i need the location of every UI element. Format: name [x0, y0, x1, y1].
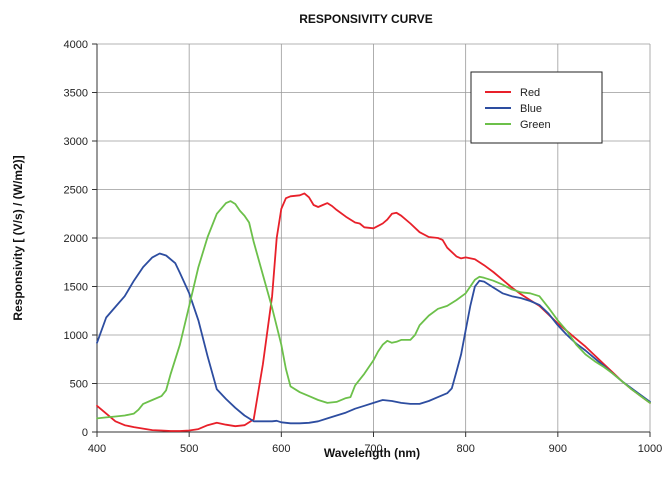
x-tick-label: 800: [456, 443, 474, 455]
y-axis-title: Responsivity [ (V/s) / (W/m2)]: [11, 155, 25, 320]
x-tick-label: 500: [180, 443, 198, 455]
x-axis-title: Wavelength (nm): [324, 446, 420, 460]
x-tick-label: 1000: [638, 443, 662, 455]
chart-title: RESPONSIVITY CURVE: [299, 12, 433, 26]
x-tick-label: 900: [549, 443, 567, 455]
y-tick-label: 1500: [64, 282, 88, 294]
grid: [97, 43, 651, 432]
y-tick-label: 4000: [64, 39, 88, 51]
legend: Red Blue Green: [470, 71, 603, 144]
legend-label-blue: Blue: [520, 103, 542, 115]
y-tick-label: 3500: [64, 88, 88, 100]
series-layer: [96, 192, 651, 432]
legend-label-green: Green: [520, 119, 551, 131]
y-tick-label: 500: [70, 379, 88, 391]
y-tick-label: 2000: [64, 233, 88, 245]
y-tick-label: 2500: [64, 185, 88, 197]
series-line-blue: [96, 252, 651, 425]
y-tick-label: 0: [82, 427, 88, 439]
legend-label-red: Red: [520, 87, 540, 99]
series-line-green: [96, 200, 651, 420]
y-tick-label: 3000: [64, 136, 88, 148]
x-tick-label: 400: [88, 443, 106, 455]
y-tick-label: 1000: [64, 330, 88, 342]
axes: 0 500 1000 1500 2000 2500 3000 3500 4000 400 500 60…: [64, 39, 663, 455]
x-tick-label: 700: [364, 443, 382, 455]
x-tick-label: 600: [272, 443, 290, 455]
